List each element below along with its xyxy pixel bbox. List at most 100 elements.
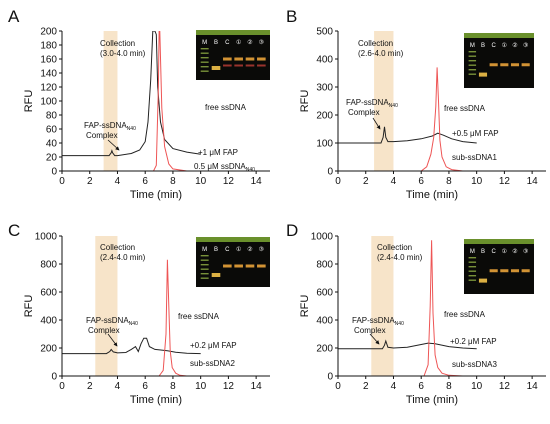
y-tick-label: 800 <box>40 260 57 271</box>
x-tick-label: 0 <box>59 176 65 187</box>
gel-band <box>489 63 498 67</box>
gel-lane-label: B <box>481 43 485 49</box>
x-tick-label: 0 <box>59 381 65 392</box>
x-tick-label: 14 <box>527 381 539 392</box>
free-ssdna-label: free ssDNA <box>178 312 220 321</box>
y-tick-label: 60 <box>46 125 58 136</box>
gel-marker-band <box>200 273 209 275</box>
gel-lane-label: B <box>481 249 485 255</box>
y-tick-label: 0 <box>51 372 57 383</box>
x-tick-label: 4 <box>391 176 397 187</box>
y-tick-label: 0 <box>327 372 333 383</box>
collection-range-label: (2.4-4.0 min) <box>100 253 146 262</box>
x-tick-label: 14 <box>251 176 263 187</box>
collection-label: Collection <box>377 243 412 252</box>
complex-label-line2: Complex <box>88 326 120 335</box>
x-tick-label: 2 <box>363 381 369 392</box>
series-line-ssdna <box>62 259 229 376</box>
complex-label-line2: Complex <box>86 131 118 140</box>
gel-band <box>489 269 498 273</box>
gel-marker-band <box>468 69 477 71</box>
gel-lane-label: C <box>225 40 230 46</box>
gel-band <box>500 269 509 273</box>
x-tick-label: 12 <box>223 381 235 392</box>
collection-label: Collection <box>100 243 135 252</box>
gel-band <box>245 57 255 61</box>
x-tick-label: 0 <box>335 176 341 187</box>
series-label-ssdna: sub-ssDNA2 <box>190 359 235 368</box>
gel-well-band <box>196 237 270 242</box>
gel-lane-label: ③ <box>259 39 264 46</box>
y-axis-label: RFU <box>299 90 311 113</box>
gel-lane-label: ① <box>502 248 507 255</box>
complex-label: FAP-ssDNAN40 <box>84 121 136 132</box>
gel-lane-label: ③ <box>523 248 528 255</box>
y-axis-label: RFU <box>23 90 35 113</box>
y-axis-label: RFU <box>23 295 35 318</box>
y-tick-label: 0 <box>51 167 57 178</box>
x-tick-label: 6 <box>142 176 148 187</box>
x-tick-label: 12 <box>499 381 511 392</box>
gel-well-band <box>464 33 534 38</box>
gel-band <box>521 269 530 273</box>
collection-range-label: (2.4-4.0 min) <box>377 253 423 262</box>
y-axis-label: RFU <box>299 295 311 318</box>
y-tick-label: 160 <box>40 55 57 66</box>
x-tick-label: 8 <box>446 176 452 187</box>
gel-band <box>510 63 520 67</box>
gel-lane-label: ③ <box>259 246 264 253</box>
y-tick-label: 400 <box>40 316 57 327</box>
panel-letter: A <box>8 7 20 26</box>
complex-label-line2: Complex <box>354 326 386 335</box>
gel-band <box>500 63 509 67</box>
free-ssdna-label: free ssDNA <box>444 310 486 319</box>
x-tick-label: 2 <box>87 176 93 187</box>
gel-marker-band <box>468 275 477 277</box>
x-tick-label: 12 <box>499 176 511 187</box>
y-tick-label: 500 <box>316 27 333 38</box>
y-tick-label: 300 <box>316 83 333 94</box>
complex-label: FAP-ssDNAN40 <box>352 316 404 327</box>
gel-band <box>234 264 243 268</box>
gel-marker-band <box>200 264 209 266</box>
gel-lane-label: ① <box>502 42 507 49</box>
x-tick-label: 4 <box>115 176 121 187</box>
gel-lane-label: M <box>470 43 475 49</box>
collection-window-band <box>103 31 118 171</box>
complex-label-line2: Complex <box>348 108 380 117</box>
series-label-ssdna: 0.5 μM ssDNAN40 <box>194 162 255 173</box>
panel-letter: B <box>286 7 297 26</box>
y-tick-label: 1000 <box>311 232 334 243</box>
x-axis-label: Time (min) <box>406 394 458 406</box>
gel-lane-label: M <box>470 249 475 255</box>
series-label-fap: +0.2 μM FAP <box>190 341 237 350</box>
gel-marker-band <box>200 277 209 279</box>
x-tick-label: 8 <box>170 176 176 187</box>
y-tick-label: 120 <box>40 83 57 94</box>
complex-label: FAP-ssDNAN40 <box>86 316 138 327</box>
gel-band <box>211 273 221 277</box>
gel-marker-band <box>200 52 209 54</box>
gel-marker-band <box>468 270 477 272</box>
series-label-fap: +0.5 μM FAP <box>452 129 499 138</box>
gel-lane-label: B <box>214 247 218 253</box>
x-tick-label: 10 <box>195 381 207 392</box>
series-label-fap: +0.2 μM FAP <box>450 337 497 346</box>
x-tick-label: 14 <box>527 176 539 187</box>
gel-marker-band <box>468 257 477 259</box>
gel-band-lower <box>234 64 243 67</box>
collection-window-band <box>374 31 394 171</box>
panel-letter: D <box>286 221 298 240</box>
series-line-fap <box>338 126 477 144</box>
series-line-ssdna <box>338 240 505 376</box>
free-ssdna-label: free ssDNA <box>444 104 486 113</box>
x-tick-label: 8 <box>170 381 176 392</box>
y-tick-label: 20 <box>46 153 58 164</box>
gel-band-lower <box>257 64 266 67</box>
x-tick-label: 8 <box>446 381 452 392</box>
x-axis-label: Time (min) <box>130 394 182 406</box>
gel-marker-band <box>200 61 209 63</box>
x-axis-label: Time (min) <box>130 189 182 201</box>
